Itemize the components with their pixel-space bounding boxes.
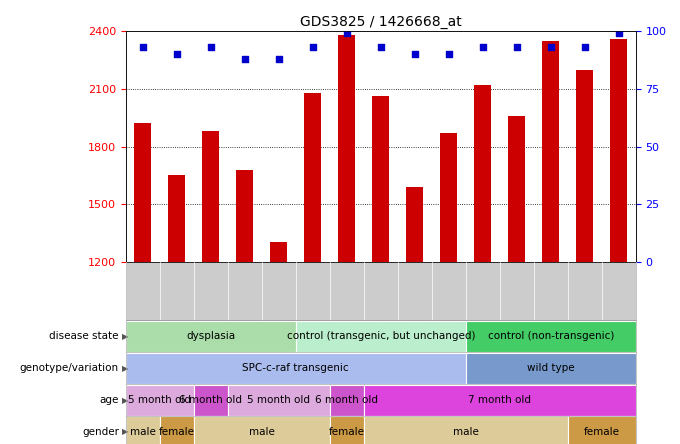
- Point: [171, 51, 182, 58]
- Point: [273, 55, 284, 62]
- Text: disease state: disease state: [50, 331, 119, 341]
- Text: 5 month old: 5 month old: [248, 395, 310, 405]
- Text: male: male: [249, 427, 275, 437]
- Point: [341, 30, 352, 37]
- Text: SPC-c-raf transgenic: SPC-c-raf transgenic: [243, 363, 349, 373]
- Bar: [509, 116, 525, 262]
- Text: control (transgenic, but unchanged): control (transgenic, but unchanged): [286, 331, 475, 341]
- Text: gender: gender: [82, 427, 119, 437]
- Bar: [373, 96, 389, 262]
- Text: female: female: [329, 427, 364, 437]
- Text: dysplasia: dysplasia: [186, 331, 235, 341]
- Bar: [441, 133, 457, 262]
- Text: 6 month old: 6 month old: [316, 395, 378, 405]
- Point: [511, 44, 522, 51]
- Text: female: female: [584, 427, 619, 437]
- Text: male: male: [453, 427, 479, 437]
- Point: [579, 44, 590, 51]
- Text: wild type: wild type: [527, 363, 575, 373]
- Point: [375, 44, 386, 51]
- Text: male: male: [130, 427, 156, 437]
- Text: ▶: ▶: [122, 332, 129, 341]
- Text: 6 month old: 6 month old: [180, 395, 242, 405]
- Text: genotype/variation: genotype/variation: [20, 363, 119, 373]
- Point: [205, 44, 216, 51]
- Point: [443, 51, 454, 58]
- Bar: [407, 187, 423, 262]
- Text: ▶: ▶: [122, 428, 129, 436]
- Text: 7 month old: 7 month old: [469, 395, 531, 405]
- Bar: [339, 35, 355, 262]
- Point: [137, 44, 148, 51]
- Text: 5 month old: 5 month old: [129, 395, 191, 405]
- Point: [545, 44, 556, 51]
- Bar: [611, 39, 627, 262]
- Bar: [271, 242, 287, 262]
- Bar: [237, 170, 253, 262]
- Text: ▶: ▶: [122, 364, 129, 373]
- Text: age: age: [100, 395, 119, 405]
- Point: [239, 55, 250, 62]
- Bar: [576, 70, 593, 262]
- Point: [307, 44, 318, 51]
- Bar: [169, 175, 185, 262]
- Point: [613, 30, 624, 37]
- Text: ▶: ▶: [122, 396, 129, 404]
- Bar: [135, 123, 151, 262]
- Point: [409, 51, 420, 58]
- Bar: [203, 131, 219, 262]
- Text: female: female: [159, 427, 194, 437]
- Bar: [542, 41, 559, 262]
- Text: control (non-transgenic): control (non-transgenic): [488, 331, 614, 341]
- Title: GDS3825 / 1426668_at: GDS3825 / 1426668_at: [300, 15, 462, 29]
- Bar: [475, 85, 491, 262]
- Point: [477, 44, 488, 51]
- Bar: [305, 93, 322, 262]
